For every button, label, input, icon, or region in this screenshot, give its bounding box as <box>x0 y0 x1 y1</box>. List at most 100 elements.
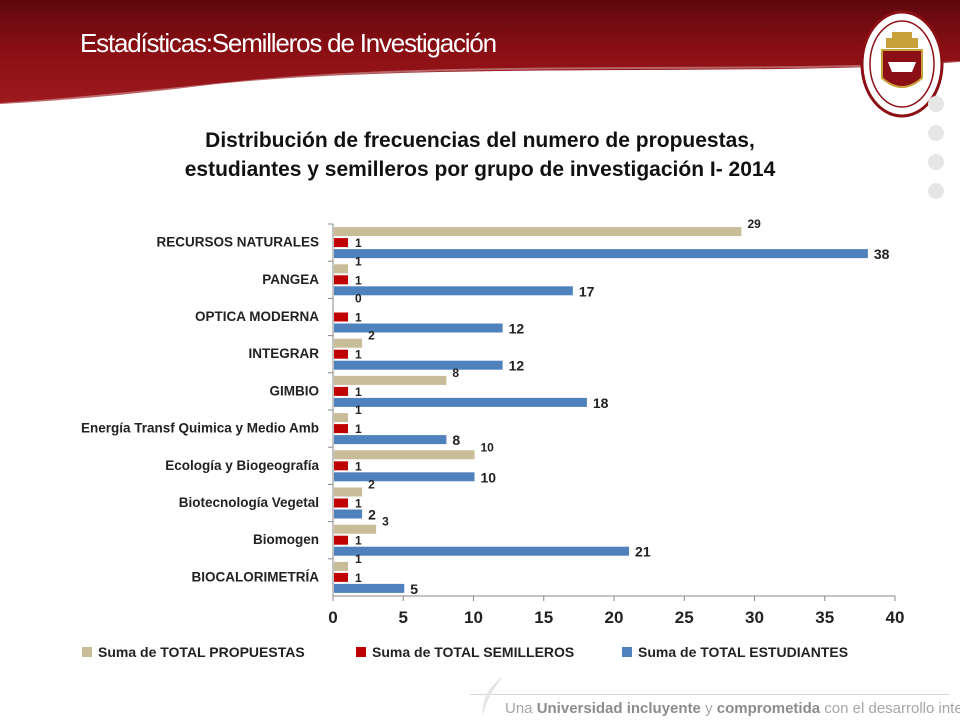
bar <box>334 238 349 248</box>
bar <box>334 323 503 333</box>
footer-text-4: comprometida <box>716 700 821 717</box>
bar <box>334 524 377 534</box>
x-tick-label: 25 <box>675 608 694 627</box>
bar <box>334 397 587 407</box>
data-label: 1 <box>355 571 362 585</box>
category-label: OPTICA MODERNA <box>195 309 319 324</box>
category-label: Biomogen <box>253 532 319 547</box>
data-label: 1 <box>355 422 362 436</box>
category-label: Ecología y Biogeografía <box>165 458 319 473</box>
bar <box>334 413 349 423</box>
bar <box>334 435 447 445</box>
data-label: 1 <box>355 534 362 548</box>
data-label: 12 <box>509 321 525 337</box>
data-label: 2 <box>368 478 375 492</box>
bar <box>334 338 363 348</box>
category-label: GIMBIO <box>270 383 320 398</box>
bar <box>334 360 503 370</box>
data-label: 10 <box>481 440 495 454</box>
footer-text-5: con el desarrollo integral <box>824 700 960 717</box>
chart-title: Distribución de frecuencias del numero d… <box>0 126 960 184</box>
category-label: INTEGRAR <box>249 346 320 361</box>
legend-label: Suma de TOTAL SEMILLEROS <box>372 644 574 660</box>
slide-title: Estadísticas:Semilleros de Investigación <box>80 28 497 58</box>
footer-text-1: Una <box>505 700 537 717</box>
bar <box>334 498 349 508</box>
bar <box>334 583 405 593</box>
bar <box>334 424 349 434</box>
data-label: 1 <box>355 311 362 325</box>
bar <box>334 312 349 322</box>
footer-slogan: Una Universidad incluyente y comprometid… <box>482 676 960 717</box>
bar <box>334 487 363 497</box>
data-label: 29 <box>747 217 761 231</box>
bar <box>334 375 447 385</box>
data-label: 1 <box>355 552 362 566</box>
decorative-dots <box>928 96 944 212</box>
bar <box>334 450 475 460</box>
data-label: 5 <box>410 581 418 597</box>
x-tick-label: 0 <box>328 608 337 627</box>
university-seal-logo <box>860 10 944 118</box>
data-label: 18 <box>593 395 609 411</box>
x-tick-label: 15 <box>534 608 553 627</box>
x-tick-label: 30 <box>745 608 764 627</box>
footer-divider <box>470 694 950 695</box>
bar <box>334 286 573 296</box>
bar <box>334 386 349 396</box>
x-tick-label: 20 <box>605 608 624 627</box>
x-tick-label: 40 <box>886 608 905 627</box>
data-label: 0 <box>355 292 362 306</box>
category-label: RECURSOS NATURALES <box>156 235 319 250</box>
data-label: 1 <box>355 273 362 287</box>
bar <box>334 535 349 545</box>
legend-swatch <box>622 647 632 657</box>
bar <box>334 227 742 237</box>
bar <box>334 264 349 274</box>
footer-text-3: y <box>700 700 717 717</box>
chart-title-line-2: estudiantes y semilleros por grupo de in… <box>184 158 776 181</box>
data-label: 12 <box>509 358 525 374</box>
data-label: 2 <box>368 507 376 523</box>
category-label: PANGEA <box>262 272 319 287</box>
bar <box>334 275 349 285</box>
data-label: 17 <box>579 283 595 299</box>
data-label: 1 <box>355 236 362 250</box>
x-tick-label: 5 <box>399 608 408 627</box>
data-label: 1 <box>355 348 362 362</box>
data-label: 8 <box>452 366 459 380</box>
data-label: 38 <box>874 246 890 262</box>
swoosh-icon <box>482 676 503 716</box>
bar <box>334 349 349 359</box>
legend-swatch <box>356 647 366 657</box>
legend-swatch <box>82 647 92 657</box>
x-tick-label: 35 <box>815 608 834 627</box>
bar <box>334 461 349 471</box>
bar <box>334 561 349 571</box>
bar <box>334 509 363 519</box>
bar <box>334 249 868 259</box>
data-label: 1 <box>355 459 362 473</box>
data-label: 1 <box>355 403 362 417</box>
chart-title-line-1: Distribución de frecuencias del numero d… <box>205 129 755 152</box>
legend-label: Suma de TOTAL PROPUESTAS <box>98 644 305 660</box>
footer-text-2: Universidad incluyente <box>536 700 701 717</box>
data-label: 8 <box>452 432 460 448</box>
legend-label: Suma de TOTAL ESTUDIANTES <box>638 644 848 660</box>
data-label: 21 <box>635 544 651 560</box>
category-label: Biotecnología Vegetal <box>179 495 319 510</box>
category-label: BIOCALORIMETRÍA <box>192 569 320 584</box>
bar <box>334 546 630 556</box>
x-tick-label: 10 <box>464 608 483 627</box>
data-label: 10 <box>481 469 497 485</box>
data-label: 1 <box>355 385 362 399</box>
data-label: 3 <box>382 515 389 529</box>
data-label: 1 <box>355 497 362 511</box>
bar <box>334 472 475 482</box>
data-label: 1 <box>355 254 362 268</box>
header-band <box>0 0 960 105</box>
bar <box>334 572 349 582</box>
data-label: 2 <box>368 329 375 343</box>
category-label: Energía Transf Quimica y Medio Amb <box>81 421 319 436</box>
